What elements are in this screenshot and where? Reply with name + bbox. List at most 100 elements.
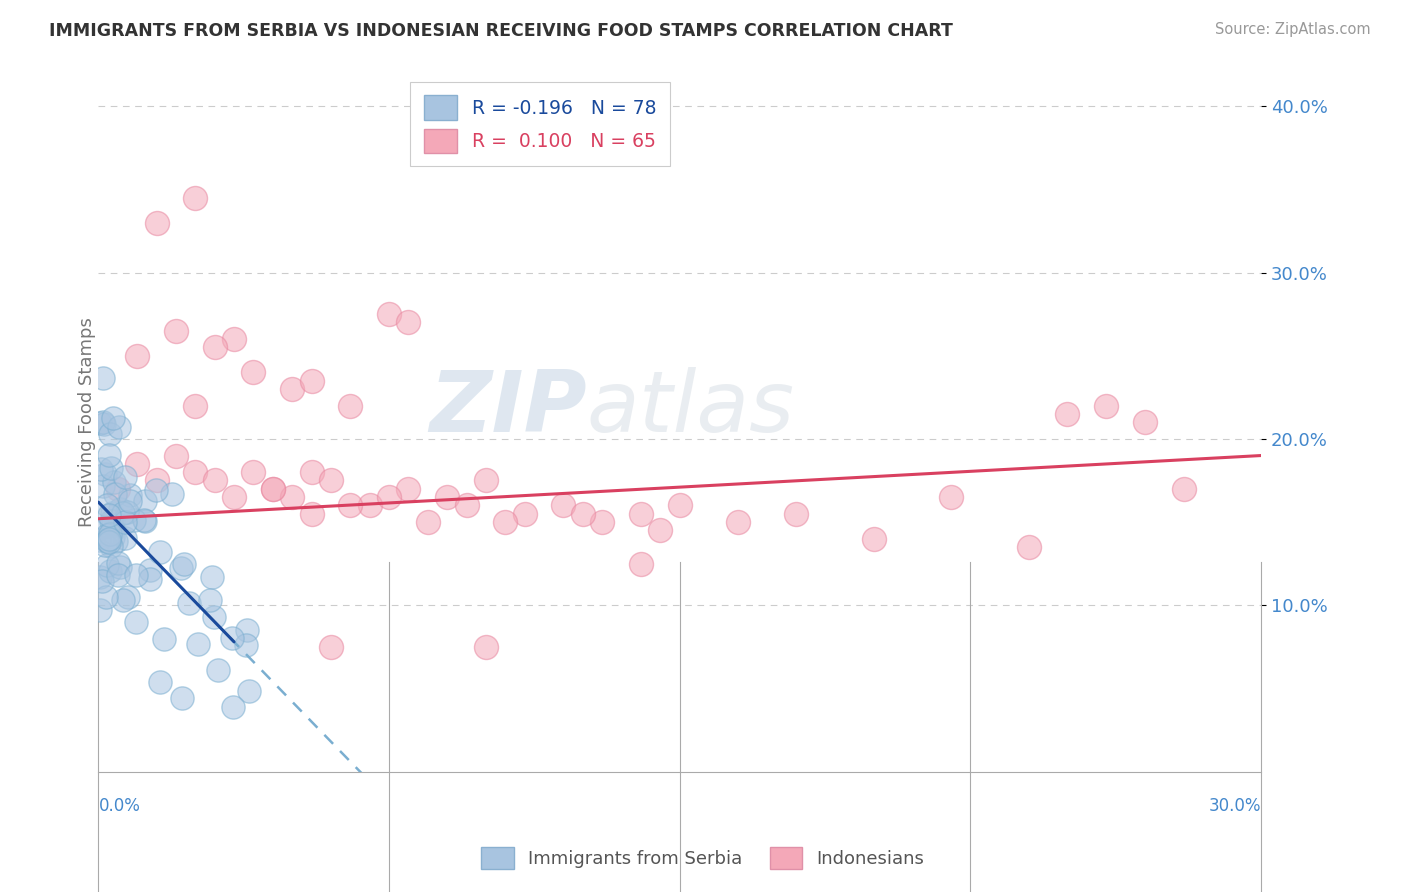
Point: [165, 324, 187, 338]
Point: [1018, 540, 1040, 554]
Point: [436, 490, 458, 504]
Point: [242, 365, 264, 379]
Point: [93, 538, 115, 552]
Point: [89, 416, 111, 430]
Point: [553, 499, 575, 513]
Point: [177, 596, 200, 610]
Point: [90, 462, 112, 476]
Point: [118, 488, 141, 502]
Point: [100, 461, 122, 475]
Point: [98, 427, 121, 442]
Point: [117, 590, 139, 604]
Point: [127, 349, 149, 363]
Point: [98, 527, 121, 541]
Point: [162, 487, 184, 501]
Point: [100, 539, 122, 553]
Point: [207, 664, 229, 678]
Point: [200, 592, 222, 607]
Point: [398, 482, 420, 496]
Point: [169, 561, 191, 575]
Point: [101, 524, 124, 539]
Point: [98, 534, 121, 549]
Point: [184, 191, 207, 205]
Point: [134, 513, 156, 527]
Point: [242, 465, 264, 479]
Point: [416, 515, 439, 529]
Point: [862, 532, 884, 546]
Point: [91, 479, 114, 493]
Point: [110, 501, 132, 516]
Point: [107, 556, 129, 570]
Point: [89, 603, 111, 617]
Point: [1095, 399, 1118, 413]
Point: [139, 563, 162, 577]
Point: [104, 487, 127, 501]
Point: [319, 640, 342, 654]
Point: [939, 490, 962, 504]
Legend: R = -0.196   N = 78, R =  0.100   N = 65: R = -0.196 N = 78, R = 0.100 N = 65: [411, 82, 671, 166]
Point: [115, 505, 138, 519]
Point: [650, 524, 672, 538]
Point: [301, 465, 323, 479]
Text: atlas: atlas: [586, 367, 794, 450]
Point: [475, 640, 498, 654]
Point: [513, 507, 536, 521]
Point: [173, 558, 195, 572]
Point: [378, 490, 401, 504]
Point: [204, 340, 226, 354]
Point: [127, 457, 149, 471]
Point: [97, 532, 120, 546]
Point: [630, 507, 652, 521]
Point: [91, 371, 114, 385]
Point: [153, 632, 176, 646]
Point: [114, 531, 136, 545]
Point: [378, 307, 401, 321]
Point: [727, 515, 749, 529]
Point: [107, 482, 129, 496]
Point: [262, 482, 284, 496]
Text: 30.0%: 30.0%: [1209, 797, 1261, 814]
Point: [301, 374, 323, 388]
Point: [138, 572, 160, 586]
Point: [134, 494, 156, 508]
Point: [96, 527, 118, 541]
Point: [103, 475, 125, 490]
Point: [108, 559, 131, 574]
Point: [668, 499, 690, 513]
Point: [112, 592, 135, 607]
Point: [262, 482, 284, 496]
Point: [94, 590, 117, 604]
Text: Source: ZipAtlas.com: Source: ZipAtlas.com: [1215, 22, 1371, 37]
Point: [111, 506, 134, 520]
Point: [572, 507, 595, 521]
Point: [91, 574, 114, 589]
Point: [100, 514, 122, 528]
Point: [96, 558, 118, 572]
Point: [238, 683, 260, 698]
Point: [145, 483, 167, 497]
Point: [222, 699, 245, 714]
Point: [149, 675, 172, 690]
Point: [101, 514, 124, 528]
Text: 0.0%: 0.0%: [98, 797, 141, 814]
Point: [101, 411, 124, 425]
Point: [202, 610, 225, 624]
Point: [494, 515, 516, 529]
Point: [456, 499, 478, 513]
Point: [281, 490, 304, 504]
Point: [114, 515, 136, 529]
Point: [87, 533, 110, 548]
Legend: Immigrants from Serbia, Indonesians: Immigrants from Serbia, Indonesians: [472, 838, 934, 879]
Point: [359, 499, 381, 513]
Point: [107, 567, 129, 582]
Point: [184, 399, 207, 413]
Point: [339, 499, 361, 513]
Point: [98, 564, 121, 578]
Point: [281, 382, 304, 396]
Point: [475, 474, 498, 488]
Point: [301, 507, 323, 521]
Point: [1173, 482, 1195, 496]
Point: [94, 467, 117, 482]
Text: ZIP: ZIP: [429, 367, 586, 450]
Point: [89, 569, 111, 583]
